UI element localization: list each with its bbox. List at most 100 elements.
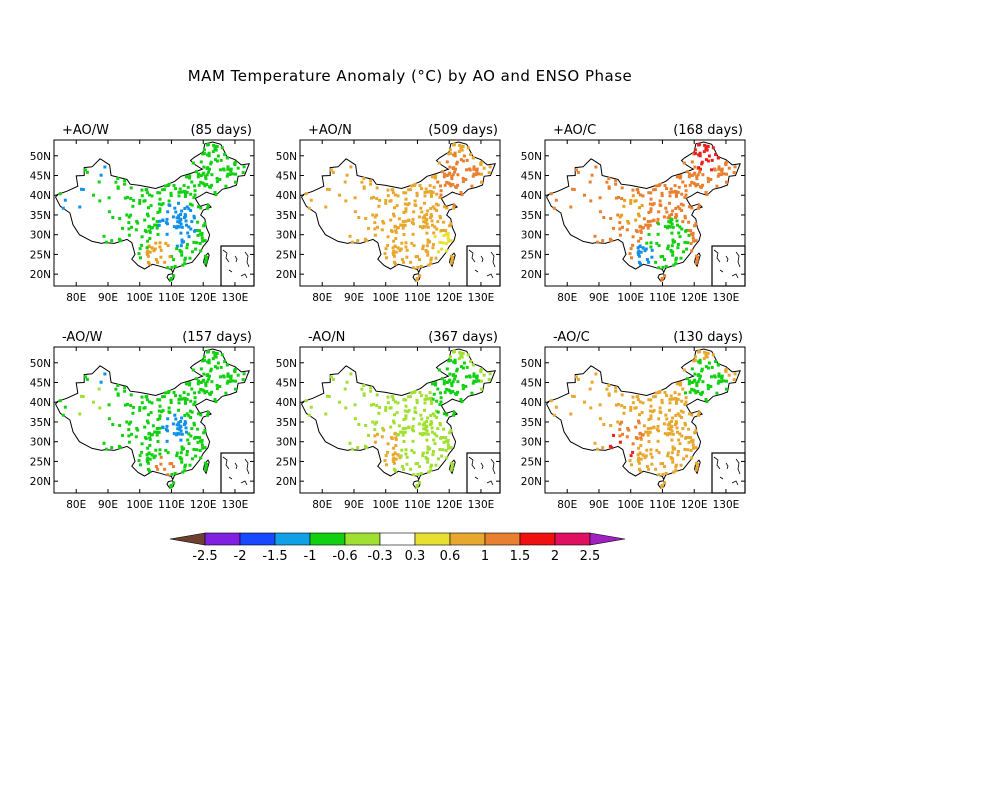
station-dot xyxy=(445,387,449,391)
station-dot xyxy=(159,455,163,459)
station-dot xyxy=(725,180,728,184)
station-dot xyxy=(140,450,144,454)
station-dot xyxy=(671,445,675,449)
station-dot xyxy=(671,190,675,194)
station-dot xyxy=(649,448,653,452)
station-dot xyxy=(620,213,624,217)
station-dot xyxy=(373,221,377,225)
station-dot xyxy=(204,175,208,178)
station-dot xyxy=(164,391,168,395)
station-dot xyxy=(618,227,622,231)
station-dot xyxy=(201,181,205,185)
station-dot xyxy=(421,423,425,427)
station-dot xyxy=(421,247,425,251)
station-dot xyxy=(369,182,373,186)
station-dot xyxy=(431,243,435,246)
station-dot xyxy=(360,387,364,391)
station-dot xyxy=(168,462,172,466)
station-dot xyxy=(472,372,476,376)
station-dot xyxy=(411,217,415,221)
station-dot xyxy=(614,196,618,200)
station-dot xyxy=(691,443,695,447)
station-dot xyxy=(392,254,396,258)
station-dot xyxy=(175,451,179,455)
station-dot xyxy=(694,222,698,226)
station-dot xyxy=(455,160,459,164)
china-outline xyxy=(301,141,496,274)
station-dot xyxy=(655,391,659,395)
station-dot xyxy=(143,218,147,222)
lat-tick-label: 25N xyxy=(30,456,51,468)
station-dot xyxy=(363,444,367,448)
station-dot xyxy=(193,184,196,188)
lon-tick-label: 100E xyxy=(126,499,153,511)
station-dot xyxy=(161,219,165,223)
station-dot xyxy=(706,383,710,387)
station-dot xyxy=(78,205,82,209)
station-dot xyxy=(147,225,151,229)
station-dot xyxy=(569,412,573,416)
map-panel: -AO/C (130 days) 50N 45N 40N 35N 30N 25N 20N 80E 9… xyxy=(513,325,763,525)
station-dot xyxy=(145,246,149,250)
station-dot xyxy=(468,168,472,172)
station-dot xyxy=(373,422,377,426)
station-dot xyxy=(378,198,382,202)
station-dot xyxy=(698,170,702,174)
station-dot xyxy=(167,199,171,203)
station-dot xyxy=(426,397,430,401)
station-dot xyxy=(404,448,408,452)
station-dot xyxy=(620,186,624,190)
station-dot xyxy=(687,175,691,179)
station-dot xyxy=(719,173,723,177)
station-dot xyxy=(639,250,643,254)
station-dot xyxy=(461,352,465,355)
station-dot xyxy=(175,247,179,251)
station-dot xyxy=(407,219,411,223)
station-dot xyxy=(634,218,638,222)
station-dot xyxy=(418,465,421,469)
station-dot xyxy=(383,459,387,463)
station-dot xyxy=(309,198,313,202)
station-dot xyxy=(440,247,444,251)
station-dot xyxy=(439,391,442,395)
station-dot xyxy=(157,409,161,413)
colorbar-swatch xyxy=(274,532,311,546)
station-dot xyxy=(695,175,699,178)
station-dot xyxy=(434,381,438,385)
station-dot xyxy=(637,419,640,423)
station-dot xyxy=(215,366,219,370)
station-dot xyxy=(711,353,715,357)
station-dot xyxy=(720,374,724,378)
station-dot xyxy=(656,439,660,443)
station-dot xyxy=(696,390,700,393)
station-dot xyxy=(429,423,432,426)
station-dot xyxy=(138,199,142,202)
station-dot xyxy=(107,417,111,421)
station-dot xyxy=(676,246,680,250)
station-dot xyxy=(402,440,406,443)
station-dot xyxy=(229,374,233,378)
station-dot xyxy=(682,250,685,254)
station-dot xyxy=(386,401,390,405)
station-dot xyxy=(443,379,447,383)
station-dot xyxy=(447,388,451,392)
station-dot xyxy=(472,379,476,383)
station-dot xyxy=(654,260,658,264)
station-dot xyxy=(348,234,352,238)
station-dot xyxy=(620,420,624,424)
station-dot xyxy=(154,448,158,452)
station-dot xyxy=(431,246,435,250)
station-dot xyxy=(405,455,409,459)
station-dot xyxy=(178,424,182,428)
station-dot xyxy=(202,431,206,435)
station-dot xyxy=(180,432,184,436)
panel-phase-label: +AO/C xyxy=(553,123,596,138)
station-dot xyxy=(214,193,218,197)
station-dot xyxy=(660,401,664,405)
station-dot xyxy=(425,250,429,254)
station-dot xyxy=(209,367,213,371)
station-dot xyxy=(465,375,468,379)
station-dot xyxy=(637,253,641,256)
lon-tick-label: 100E xyxy=(372,499,399,511)
